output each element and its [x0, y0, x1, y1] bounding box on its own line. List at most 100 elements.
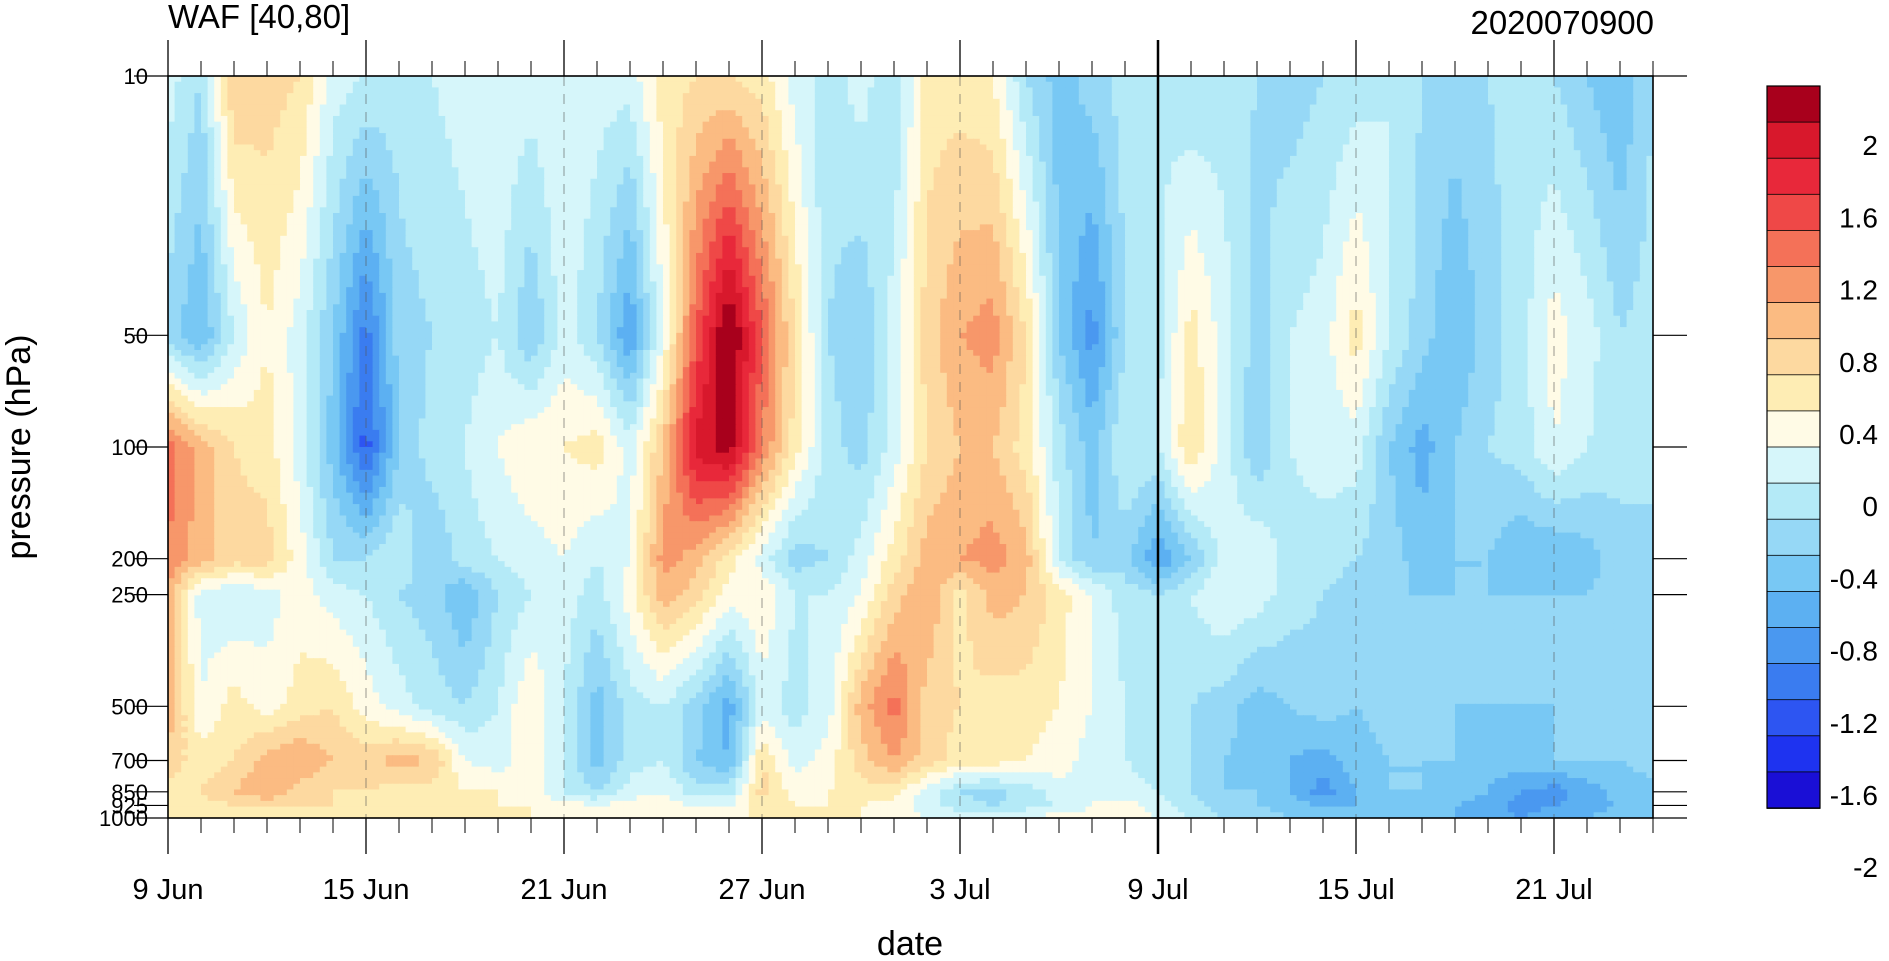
heatmap-cell — [458, 87, 466, 94]
heatmap-cell — [933, 133, 941, 140]
heatmap-cell — [1098, 138, 1106, 146]
heatmap-cell — [491, 104, 499, 112]
heatmap-cell — [795, 150, 803, 157]
heatmap-cell — [280, 184, 288, 191]
heatmap-cell — [1375, 190, 1384, 197]
heatmap-cell — [1237, 87, 1245, 94]
heatmap-cell — [1191, 133, 1199, 140]
heatmap-cell — [1547, 150, 1555, 157]
heatmap-cell — [1092, 76, 1100, 83]
heatmap-cell — [900, 155, 908, 163]
heatmap-cell — [1435, 150, 1443, 157]
heatmap-cell — [1204, 127, 1212, 134]
heatmap-cell — [491, 127, 499, 134]
heatmap-cell — [999, 127, 1007, 134]
heatmap-cell — [1006, 178, 1014, 186]
heatmap-cell — [583, 190, 592, 197]
heatmap-cell — [1309, 150, 1318, 157]
heatmap-cell — [432, 195, 440, 203]
heatmap-cell — [960, 195, 968, 203]
heatmap-cell — [920, 138, 928, 146]
heatmap-cell — [1461, 133, 1469, 140]
heatmap-cell — [847, 190, 856, 197]
heatmap-cell — [603, 81, 611, 89]
heatmap-cell — [418, 110, 427, 117]
heatmap-cell — [214, 104, 222, 112]
heatmap-cell — [722, 150, 730, 157]
heatmap-cell — [220, 127, 229, 134]
heatmap-cell — [1217, 115, 1225, 123]
heatmap-cell — [333, 161, 341, 169]
heatmap-cell — [227, 184, 235, 191]
heatmap-cell — [993, 144, 1001, 151]
heatmap-cell — [1085, 195, 1093, 203]
heatmap-cell — [1118, 184, 1126, 191]
heatmap-cell — [993, 76, 1001, 83]
heatmap-cell — [1078, 110, 1087, 117]
heatmap-cell — [201, 76, 209, 83]
heatmap-cell — [504, 121, 512, 129]
heatmap-cell — [742, 161, 750, 169]
heatmap-cell — [319, 138, 328, 146]
heatmap-cell — [1580, 87, 1588, 94]
heatmap-cell — [451, 115, 460, 123]
heatmap-cell — [940, 161, 948, 169]
heatmap-cell — [1065, 161, 1073, 169]
heatmap-cell — [1243, 167, 1252, 174]
heatmap-cell — [333, 201, 341, 209]
heatmap-cell — [445, 121, 453, 129]
heatmap-cell — [940, 150, 948, 157]
heatmap-cell — [669, 178, 677, 186]
heatmap-cell — [319, 76, 328, 83]
heatmap-cell — [570, 173, 578, 180]
heatmap-cell — [286, 110, 295, 117]
heatmap-cell — [1237, 167, 1245, 174]
heatmap-cell — [702, 190, 710, 197]
heatmap-cell — [471, 190, 479, 197]
heatmap-cell — [187, 161, 196, 169]
heatmap-cell — [669, 115, 677, 123]
heatmap-cell — [597, 195, 605, 203]
heatmap-cell — [1171, 144, 1179, 151]
heatmap-cell — [1151, 93, 1159, 100]
heatmap-cell — [1435, 127, 1443, 134]
heatmap-cell — [207, 110, 215, 117]
heatmap-cell — [1329, 127, 1337, 134]
heatmap-cell — [907, 150, 915, 157]
heatmap-cell — [1045, 110, 1054, 117]
heatmap-cell — [207, 161, 215, 169]
heatmap-cell — [630, 195, 638, 203]
heatmap-cell — [1164, 133, 1172, 140]
heatmap-cell — [438, 121, 446, 129]
heatmap-cell — [240, 115, 248, 123]
heatmap-cell — [1012, 144, 1021, 151]
heatmap-cell — [346, 173, 354, 180]
heatmap-cell — [755, 190, 763, 197]
heatmap-cell — [1138, 138, 1146, 146]
heatmap-cell — [795, 173, 803, 180]
heatmap-cell — [1184, 178, 1192, 186]
heatmap-cell — [168, 144, 176, 151]
heatmap-cell — [834, 190, 842, 197]
heatmap-cell — [1501, 184, 1509, 191]
heatmap-cell — [234, 184, 242, 191]
heatmap-cell — [471, 121, 479, 129]
heatmap-cell — [656, 150, 664, 157]
heatmap-cell — [583, 178, 592, 186]
heatmap-cell — [762, 93, 770, 100]
heatmap-cell — [861, 121, 869, 129]
heatmap-cell — [1494, 127, 1502, 134]
heatmap-cell — [1257, 76, 1265, 83]
heatmap-cell — [729, 133, 737, 140]
heatmap-cell — [326, 155, 334, 163]
heatmap-cell — [260, 201, 268, 209]
heatmap-cell — [1309, 110, 1318, 117]
heatmap-cell — [795, 81, 803, 89]
heatmap-cell — [1323, 104, 1331, 112]
heatmap-cell — [1646, 178, 1653, 186]
heatmap-cell — [1177, 127, 1186, 134]
heatmap-cell — [907, 127, 915, 134]
heatmap-cell — [260, 190, 268, 197]
heatmap-cell — [1309, 178, 1318, 186]
heatmap-cell — [524, 115, 532, 123]
